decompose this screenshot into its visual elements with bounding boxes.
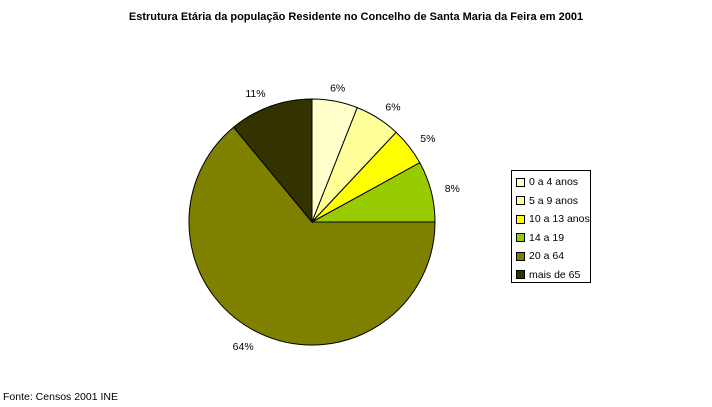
legend-item: mais de 65: [516, 266, 590, 285]
legend-label: 10 a 13 anos: [529, 213, 590, 226]
legend-item: 0 a 4 anos: [516, 173, 590, 192]
slice-data-label: 64%: [233, 341, 254, 353]
legend-item: 5 a 9 anos: [516, 192, 590, 211]
source-note: Fonte: Censos 2001 INE: [3, 391, 118, 403]
slice-data-label: 8%: [445, 183, 460, 195]
legend-label: 20 a 64: [529, 250, 565, 263]
legend-swatch: [516, 177, 525, 187]
chart-legend: 0 a 4 anos 5 a 9 anos 10 a 13 anos 14 a …: [511, 170, 591, 283]
legend-label: 14 a 19: [529, 231, 565, 244]
slice-data-label: 5%: [420, 133, 435, 145]
pie-slices: [188, 98, 436, 346]
legend-label: 5 a 9 anos: [529, 194, 579, 207]
slice-data-label: 6%: [385, 101, 400, 113]
legend-label: mais de 65: [529, 268, 581, 281]
legend-item: 14 a 19: [516, 229, 590, 248]
legend-swatch: [516, 233, 525, 243]
slice-data-label: 6%: [330, 82, 345, 94]
legend-label: 0 a 4 anos: [529, 176, 579, 189]
legend-swatch: [516, 270, 525, 280]
legend-swatch: [516, 196, 525, 206]
legend-item: 20 a 64: [516, 247, 590, 266]
pie-data-labels: 6% 6% 5% 8% 64% 11%: [233, 82, 460, 353]
pie-slice: [188, 126, 436, 346]
slice-data-label: 11%: [245, 88, 265, 100]
pie-slice: [232, 98, 313, 224]
legend-swatch: [516, 214, 525, 224]
legend-swatch: [516, 251, 525, 261]
chart-title: Estrutura Etária da população Residente …: [128, 11, 584, 23]
legend-item: 10 a 13 anos: [516, 210, 590, 229]
